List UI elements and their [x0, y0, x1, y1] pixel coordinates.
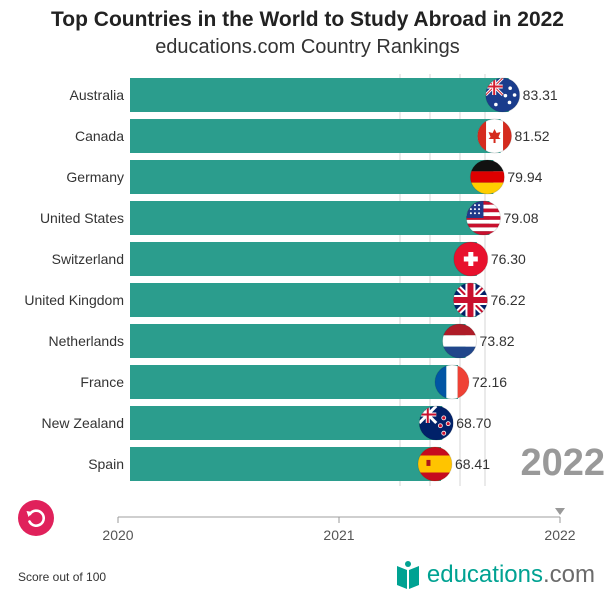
category-label: Switzerland	[52, 251, 124, 267]
value-label: 73.82	[480, 333, 515, 349]
bar-new-zealand[interactable]	[130, 406, 443, 440]
bar-row-united-states: United States 79.08	[40, 200, 539, 236]
score-note: Score out of 100	[18, 570, 107, 584]
bar-row-australia: Australia 83.31	[70, 77, 558, 113]
category-label: Netherlands	[49, 333, 125, 349]
replay-icon	[26, 509, 46, 527]
category-label: Canada	[75, 128, 124, 144]
value-label: 68.70	[456, 415, 491, 431]
spain-flag	[417, 446, 453, 482]
bar-germany[interactable]	[130, 160, 494, 194]
bar-united-kingdom[interactable]	[130, 283, 477, 317]
replay-button[interactable]	[18, 500, 54, 536]
netherlands-flag	[442, 323, 478, 359]
bar-france[interactable]	[130, 365, 458, 399]
france-flag	[434, 364, 470, 400]
switzerland-flag	[453, 241, 489, 277]
bar-switzerland[interactable]	[130, 242, 477, 276]
value-label: 79.08	[503, 210, 538, 226]
bar-row-netherlands: Netherlands 73.82	[49, 323, 515, 359]
united-kingdom-flag	[452, 282, 488, 318]
bar-row-united-kingdom: United Kingdom 76.22	[24, 282, 526, 318]
value-label: 68.41	[455, 456, 490, 472]
category-label: New Zealand	[42, 415, 125, 431]
value-label: 72.16	[472, 374, 507, 390]
canada-flag	[477, 118, 513, 154]
timeline-tick-label[interactable]: 2021	[323, 527, 354, 543]
chart-title: Top Countries in the World to Study Abro…	[51, 8, 564, 31]
bar-united-states[interactable]	[130, 201, 490, 235]
current-year-display: 2022	[520, 442, 605, 484]
category-label: Spain	[88, 456, 124, 472]
bar-row-germany: Germany 79.94	[66, 159, 543, 195]
category-label: Australia	[70, 87, 125, 103]
chart-subtitle: educations.com Country Rankings	[155, 36, 460, 58]
bar-australia[interactable]	[130, 78, 509, 112]
value-label: 76.22	[490, 292, 525, 308]
book-icon	[396, 561, 419, 589]
bar-row-france: France 72.16	[80, 364, 507, 400]
brand-name: educations.com	[426, 561, 595, 588]
value-label: 83.31	[523, 87, 558, 103]
bar-row-spain: Spain 68.41	[88, 446, 490, 482]
category-label: France	[80, 374, 124, 390]
educations-logo[interactable]: educations.com	[395, 560, 595, 590]
bar-canada[interactable]	[130, 119, 501, 153]
united-states-flag	[465, 200, 501, 236]
category-label: United States	[40, 210, 124, 226]
bar-row-canada: Canada 81.52	[75, 118, 550, 154]
timeline-tick-label[interactable]: 2020	[102, 527, 133, 543]
new-zealand-flag	[418, 405, 454, 441]
bar-row-switzerland: Switzerland 76.30	[52, 241, 526, 277]
bar-row-new-zealand: New Zealand 68.70	[42, 405, 492, 441]
timeline-tick-label[interactable]: 2022	[544, 527, 575, 543]
australia-flag	[485, 77, 521, 113]
bar-spain[interactable]	[130, 447, 441, 481]
category-label: United Kingdom	[24, 292, 124, 308]
value-label: 81.52	[515, 128, 550, 144]
value-label: 76.30	[491, 251, 526, 267]
germany-flag	[469, 159, 505, 195]
value-label: 79.94	[507, 169, 542, 185]
timeline-handle[interactable]	[555, 508, 565, 515]
bar-netherlands[interactable]	[130, 324, 466, 358]
category-label: Germany	[66, 169, 124, 185]
